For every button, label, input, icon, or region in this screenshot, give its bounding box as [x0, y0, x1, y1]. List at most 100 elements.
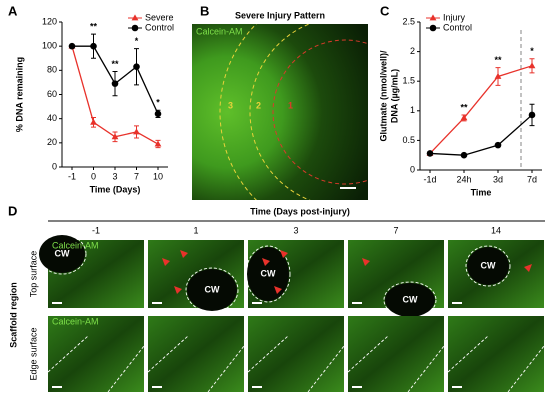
significance: *	[156, 98, 160, 108]
y-tick-label: 20	[47, 137, 57, 147]
cw-label: CW	[205, 284, 220, 294]
cell-wall-outline	[245, 245, 291, 303]
edge-outline	[247, 335, 345, 393]
y-tick-label: 120	[42, 16, 57, 26]
arrowhead	[524, 264, 532, 272]
marker	[90, 118, 97, 125]
marker	[426, 150, 434, 157]
y-axis-label: Glutmate (nmol/well)/	[378, 50, 388, 142]
x-tick-label: 7d	[527, 174, 537, 184]
significance: **	[111, 59, 119, 69]
legend-marker	[131, 24, 139, 32]
legend-marker	[131, 14, 139, 21]
arrowhead	[274, 286, 282, 294]
marker	[460, 151, 468, 159]
cell-wall-outline	[465, 245, 511, 287]
column-label: 1	[193, 225, 198, 235]
y-tick-label: 0	[52, 161, 57, 171]
cell-wall	[247, 247, 289, 301]
stain-label: Calcein-AM	[196, 26, 243, 36]
legend-label: Severe	[145, 12, 174, 22]
marker	[68, 42, 76, 50]
x-tick-label: -1	[68, 171, 76, 181]
micrograph	[448, 316, 544, 392]
y-axis-label: % DNA remaining	[14, 57, 24, 132]
significance: **	[90, 21, 98, 31]
significance: *	[530, 46, 534, 56]
series-line	[429, 65, 533, 154]
zone-boundary	[219, 24, 257, 200]
region-label: Scaffold region	[8, 282, 18, 348]
cell-wall-outline	[37, 233, 87, 275]
arrowhead	[180, 250, 188, 258]
marker	[154, 140, 162, 147]
marker	[528, 111, 536, 119]
micrograph	[192, 24, 368, 200]
marker	[494, 72, 502, 79]
cw-label: CW	[55, 248, 70, 258]
micrograph	[348, 316, 444, 392]
cell-wall	[467, 247, 509, 285]
cw-label: CW	[481, 260, 496, 270]
significance: **	[460, 102, 468, 112]
marker	[111, 80, 119, 87]
cw-label: CW	[403, 294, 418, 304]
cw-label: CW	[261, 268, 276, 278]
marker	[133, 128, 140, 135]
edge-outline	[347, 335, 445, 393]
significance: **	[494, 55, 502, 65]
legend-marker	[429, 14, 437, 21]
y-tick-label: 1.5	[402, 76, 415, 86]
edge-outline	[447, 335, 545, 393]
edge-outline	[47, 335, 145, 393]
panel-label: C	[380, 3, 390, 18]
x-axis-label: Time (Days)	[90, 184, 141, 194]
arrowhead	[174, 286, 182, 294]
edge-outline	[147, 335, 245, 393]
column-label: 3	[293, 225, 298, 235]
row-label: Edge surface	[28, 327, 38, 380]
panel-b-title: Severe Injury Pattern	[235, 10, 325, 20]
cell-wall	[39, 235, 85, 273]
y-tick-label: 0.5	[402, 135, 415, 145]
marker	[90, 42, 97, 50]
x-tick-label: 3d	[493, 174, 503, 184]
y-tick-label: 2.5	[402, 16, 415, 26]
marker	[133, 63, 140, 71]
marker	[460, 114, 468, 121]
panel-d-title: Time (Days post-injury)	[250, 206, 350, 216]
row-label: Top surface	[28, 251, 38, 298]
stain-label: Calcein-AM	[52, 240, 99, 250]
cell-wall-outline	[185, 267, 239, 313]
column-label: -1	[92, 225, 100, 235]
arrowhead	[280, 250, 288, 258]
panel-label: B	[200, 3, 209, 18]
x-tick-label: 10	[153, 171, 163, 181]
cell-wall	[187, 269, 237, 311]
x-tick-label: 7	[134, 171, 139, 181]
panel-label: D	[8, 203, 17, 218]
y-tick-label: 80	[47, 65, 57, 75]
marker	[528, 62, 536, 69]
x-tick-label: 3	[112, 171, 117, 181]
x-tick-label: 24h	[456, 174, 471, 184]
image-bg	[192, 24, 368, 200]
series-line	[429, 114, 533, 156]
marker	[111, 133, 119, 140]
y-axis-label: DNA (µg/mL)	[389, 69, 399, 123]
legend-label: Control	[145, 22, 174, 32]
y-tick-label: 100	[42, 41, 57, 51]
legend-label: Injury	[443, 12, 466, 22]
micrograph	[148, 316, 244, 392]
stain-label: Calcein-AM	[52, 316, 99, 326]
y-tick-label: 40	[47, 113, 57, 123]
zone-boundary	[249, 24, 311, 200]
y-tick-label: 1	[410, 105, 415, 115]
legend-marker	[429, 24, 437, 32]
zone-boundary	[272, 39, 368, 185]
zone-label: 2	[256, 100, 261, 110]
column-label: 14	[491, 225, 501, 235]
micrograph	[48, 316, 144, 392]
legend-label: Control	[443, 22, 472, 32]
